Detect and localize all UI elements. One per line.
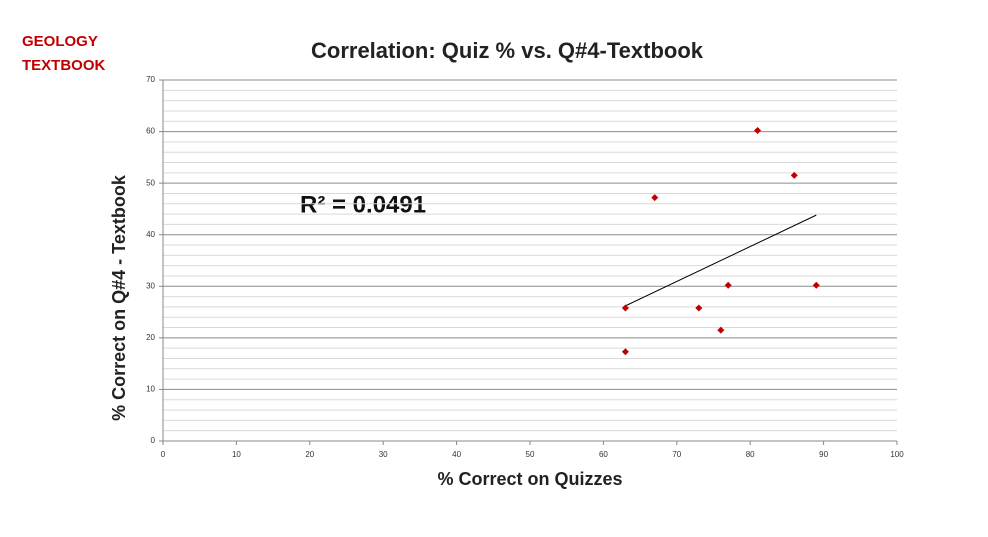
x-tick-label: 30 <box>379 450 388 459</box>
data-point <box>812 281 820 289</box>
y-tick-label: 40 <box>146 230 155 239</box>
x-tick-label: 40 <box>452 450 461 459</box>
y-tick-label: 60 <box>146 127 155 136</box>
x-tick-label: 90 <box>819 450 828 459</box>
x-tick-label: 100 <box>890 450 904 459</box>
y-axis-label: % Correct on Q#4 - Textbook <box>109 174 129 421</box>
data-point <box>621 304 629 312</box>
y-tick-label: 30 <box>146 281 155 290</box>
corner-label: GEOLOGY <box>22 33 98 50</box>
data-point <box>621 348 629 356</box>
data-point <box>651 194 659 202</box>
y-tick-label: 20 <box>146 333 155 342</box>
data-point <box>695 304 703 312</box>
trendline <box>625 214 817 307</box>
y-tick-label: 0 <box>151 436 156 445</box>
x-tick-label: 50 <box>526 450 535 459</box>
data-point <box>754 127 762 135</box>
x-tick-label: 0 <box>161 450 166 459</box>
y-tick-label: 70 <box>146 75 155 84</box>
corner-label: TEXTBOOK <box>22 57 106 74</box>
x-tick-label: 80 <box>746 450 755 459</box>
x-tick-label: 70 <box>672 450 681 459</box>
x-tick-label: 60 <box>599 450 608 459</box>
data-point <box>717 326 725 334</box>
data-point <box>790 171 798 179</box>
chart-title: Correlation: Quiz % vs. Q#4-Textbook <box>311 38 704 63</box>
data-point <box>724 281 732 289</box>
y-tick-label: 50 <box>146 178 155 187</box>
x-tick-label: 20 <box>305 450 314 459</box>
y-tick-label: 10 <box>146 385 155 394</box>
x-tick-label: 10 <box>232 450 241 459</box>
x-axis-label: % Correct on Quizzes <box>437 469 622 489</box>
